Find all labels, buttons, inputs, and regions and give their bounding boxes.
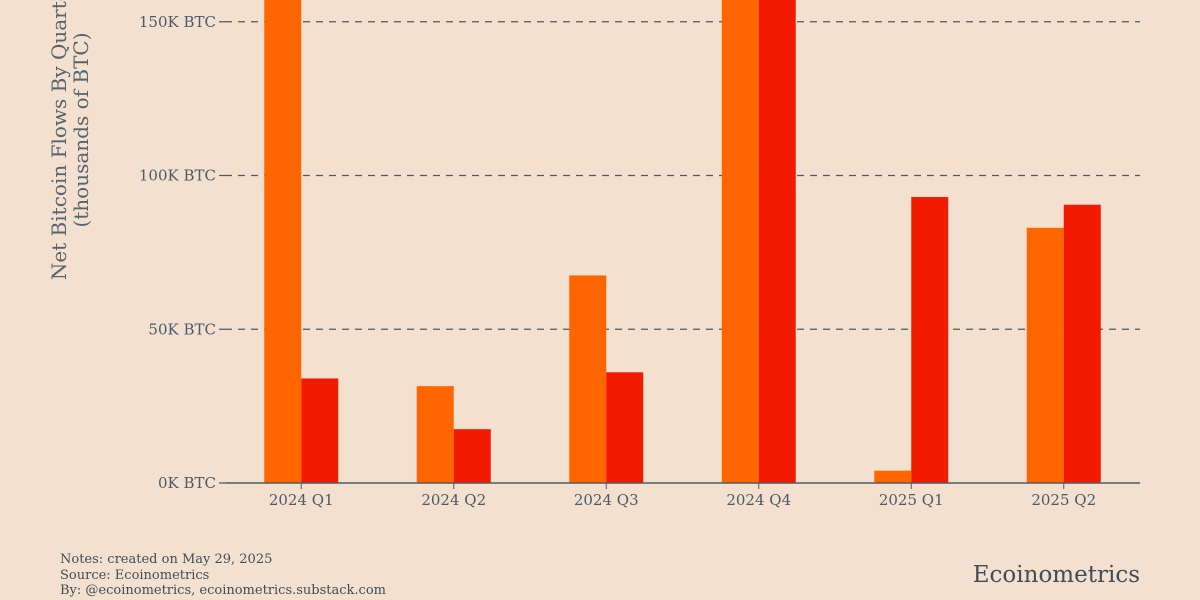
x-tick-label: 2025 Q1 xyxy=(879,491,944,509)
bar xyxy=(911,197,949,483)
x-tick-label: 2024 Q4 xyxy=(726,491,791,509)
bar xyxy=(1026,227,1064,483)
bar xyxy=(569,275,607,483)
y-tick-label: 0K BTC xyxy=(158,474,216,492)
notes-byline: By: @ecoinometrics, ecoinometrics.substa… xyxy=(60,583,386,598)
bar xyxy=(606,372,644,483)
bars xyxy=(264,0,1101,483)
bar xyxy=(1063,204,1101,483)
bar xyxy=(416,386,454,483)
y-axis-label: Net Bitcoin Flows By Quarter (thousands … xyxy=(47,0,93,281)
gridlines xyxy=(225,21,1140,330)
chart-notes: Notes: created on May 29, 2025 Source: E… xyxy=(60,552,386,599)
bar xyxy=(721,0,759,483)
x-tick-label: 2024 Q3 xyxy=(574,491,639,509)
bar xyxy=(264,0,302,483)
brand-name: Ecoinometrics xyxy=(972,562,1140,588)
x-tick-label: 2025 Q2 xyxy=(1031,491,1096,509)
y-tick-label: 150K BTC xyxy=(139,13,216,31)
bar xyxy=(453,429,491,483)
y-tick-label: 100K BTC xyxy=(139,167,216,185)
y-tick-label: 50K BTC xyxy=(148,320,216,338)
axes: 0K BTC 50K BTC 100K BTC 150K BTC 2024 Q1 2024… xyxy=(139,13,1140,509)
x-tick-label: 2024 Q2 xyxy=(421,491,486,509)
x-tick-label: 2024 Q1 xyxy=(269,491,334,509)
bar xyxy=(301,378,339,483)
bar xyxy=(874,470,912,483)
y-axis-label-line-2: (thousands of BTC) xyxy=(69,32,93,228)
notes-created: Notes: created on May 29, 2025 xyxy=(60,552,273,567)
notes-source: Source: Ecoinometrics xyxy=(60,567,210,583)
y-axis-label-line-1: Net Bitcoin Flows By Quarter xyxy=(47,0,71,281)
bar xyxy=(758,0,796,483)
